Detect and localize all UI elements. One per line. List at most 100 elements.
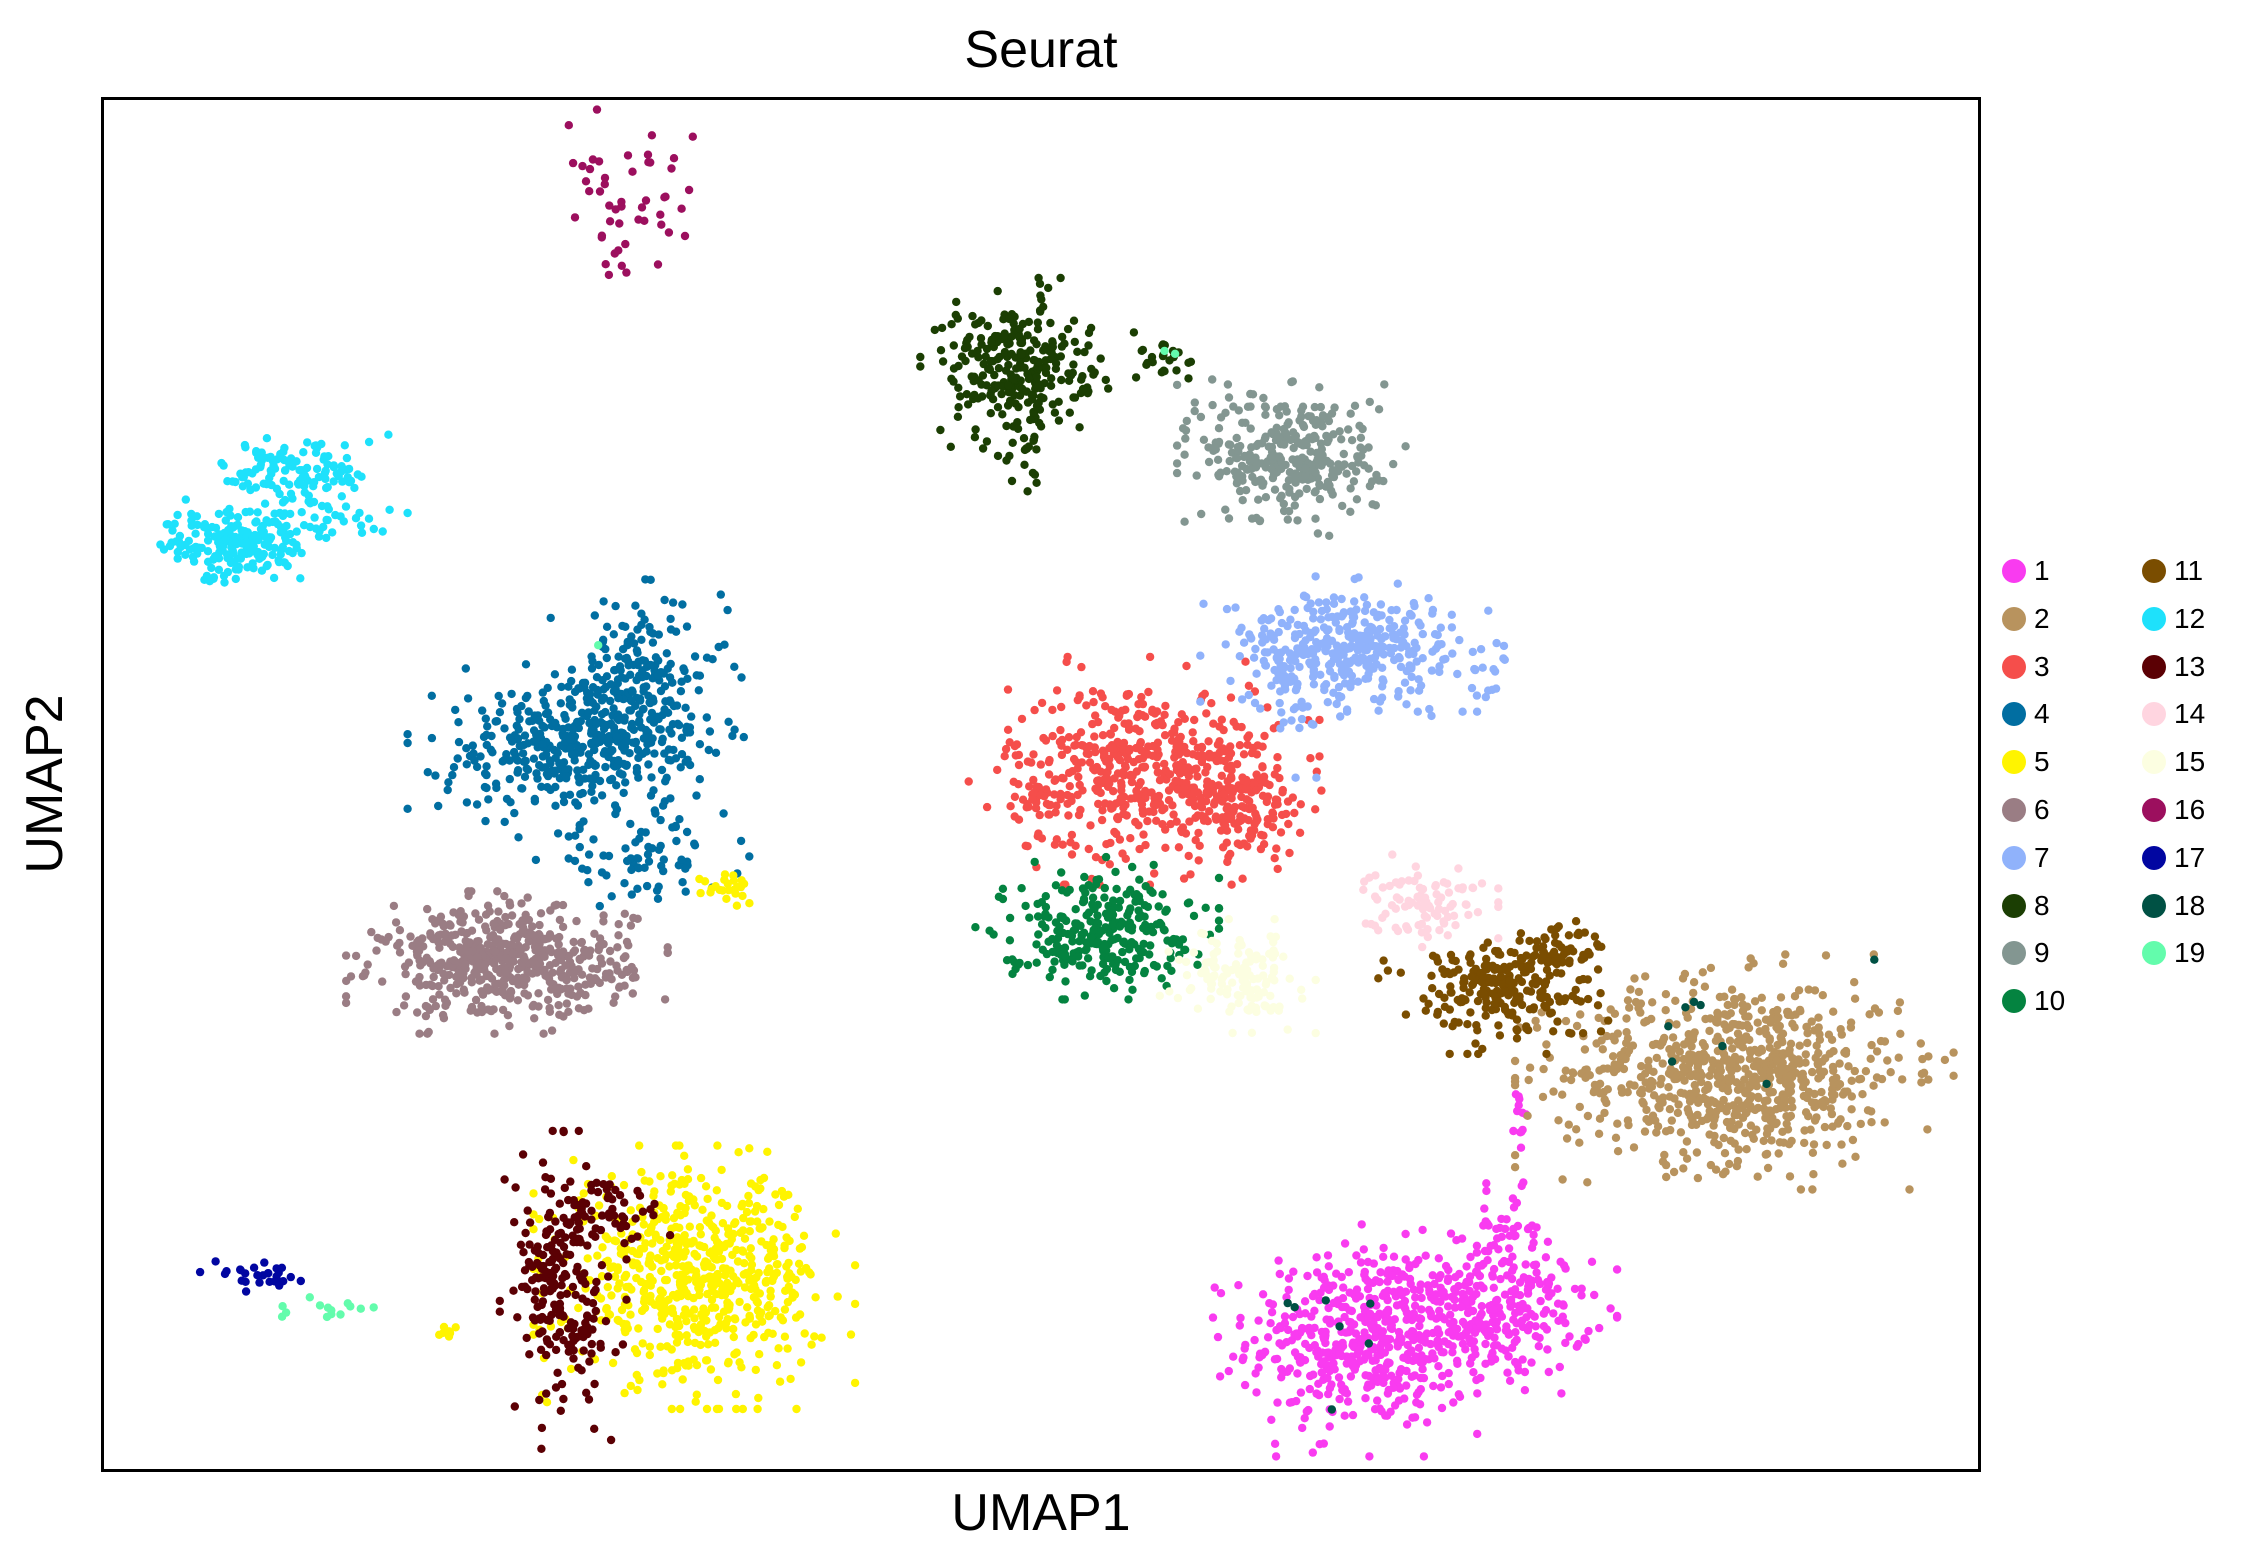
data-point: [1000, 331, 1009, 340]
data-point: [1045, 810, 1054, 819]
data-point: [1182, 661, 1191, 671]
data-point: [1583, 1178, 1592, 1187]
data-point: [1753, 1172, 1762, 1181]
data-point: [1818, 991, 1828, 1000]
data-point: [1184, 374, 1193, 383]
data-point: [654, 882, 663, 891]
data-point: [1376, 600, 1386, 609]
data-point: [1152, 721, 1161, 730]
data-point: [656, 668, 666, 677]
data-point: [1270, 1439, 1280, 1449]
data-point: [1311, 626, 1320, 635]
data-point: [1757, 1006, 1767, 1015]
data-point: [1441, 1261, 1451, 1271]
data-point: [457, 927, 466, 937]
data-point: [1138, 711, 1147, 720]
data-point: [998, 410, 1007, 419]
data-point: [724, 1357, 733, 1367]
data-point: [1027, 758, 1036, 767]
data-point: [1577, 1291, 1586, 1300]
data-point: [656, 1342, 665, 1352]
data-point: [1270, 800, 1280, 809]
data-point: [483, 970, 492, 979]
data-point: [1132, 767, 1142, 776]
data-point: [1197, 797, 1206, 807]
data-point: [850, 1378, 860, 1388]
data-point: [722, 1201, 732, 1211]
data-point: [1180, 517, 1189, 526]
data-point: [504, 919, 513, 929]
data-point: [1280, 1319, 1290, 1328]
data-point: [1341, 664, 1350, 674]
data-point: [663, 948, 672, 958]
data-point: [501, 968, 510, 977]
data-point: [983, 321, 992, 331]
data-point: [783, 1297, 793, 1307]
data-point: [1032, 372, 1041, 382]
data-point: [1024, 317, 1034, 327]
data-point: [1314, 598, 1324, 607]
data-point: [1054, 397, 1063, 406]
data-point: [1435, 1306, 1444, 1316]
data-point: [597, 710, 607, 719]
data-point: [1447, 1292, 1457, 1302]
data-point: [505, 898, 514, 907]
data-point: [1301, 626, 1311, 635]
data-point: [1630, 974, 1639, 983]
data-point: [694, 686, 703, 695]
data-point: [649, 1218, 659, 1227]
data-point: [1371, 642, 1381, 651]
data-point: [628, 687, 637, 696]
data-point: [1444, 1328, 1454, 1337]
data-point: [1710, 1131, 1719, 1141]
data-point: [500, 817, 509, 827]
data-point: [1949, 1071, 1958, 1080]
data-point: [1636, 999, 1646, 1008]
data-point: [987, 386, 996, 396]
data-point: [1020, 460, 1029, 469]
data-point: [1482, 1179, 1491, 1188]
data-point: [570, 856, 580, 866]
data-point: [938, 357, 948, 366]
data-point: [1587, 1257, 1597, 1267]
data-point: [603, 720, 612, 730]
data-point: [545, 756, 555, 765]
data-point: [575, 954, 584, 964]
data-point: [1880, 1118, 1889, 1127]
data-point: [1689, 988, 1698, 998]
data-point: [946, 442, 955, 451]
data-point: [608, 1358, 618, 1368]
data-point: [1134, 821, 1143, 830]
data-point: [628, 989, 637, 998]
data-point: [1171, 776, 1180, 786]
data-point: [1461, 1320, 1470, 1330]
data-point: [424, 1027, 433, 1037]
data-point: [1224, 1366, 1234, 1376]
data-point: [683, 1165, 693, 1174]
data-point: [1896, 1029, 1905, 1038]
data-point: [1626, 985, 1635, 994]
data-point: [1312, 638, 1321, 647]
data-point: [778, 1316, 788, 1325]
data-point: [756, 1224, 765, 1233]
data-point: [426, 929, 435, 938]
data-point: [1305, 1384, 1315, 1394]
data-point: [1236, 1313, 1245, 1323]
data-point: [562, 999, 571, 1008]
data-point: [739, 1270, 748, 1279]
data-point: [953, 412, 963, 421]
data-point: [1428, 609, 1437, 618]
plot-area: [101, 97, 1981, 1472]
data-point: [1682, 1137, 1692, 1146]
data-point: [643, 850, 653, 859]
data-point: [1725, 1159, 1734, 1169]
data-point: [1327, 636, 1337, 645]
data-point: [1069, 754, 1079, 764]
data-point: [637, 609, 646, 618]
data-point: [529, 1189, 538, 1198]
data-point: [1082, 701, 1091, 710]
data-point: [765, 1252, 774, 1262]
data-point: [1785, 1049, 1794, 1058]
data-point: [964, 777, 973, 786]
data-point: [1217, 771, 1227, 780]
